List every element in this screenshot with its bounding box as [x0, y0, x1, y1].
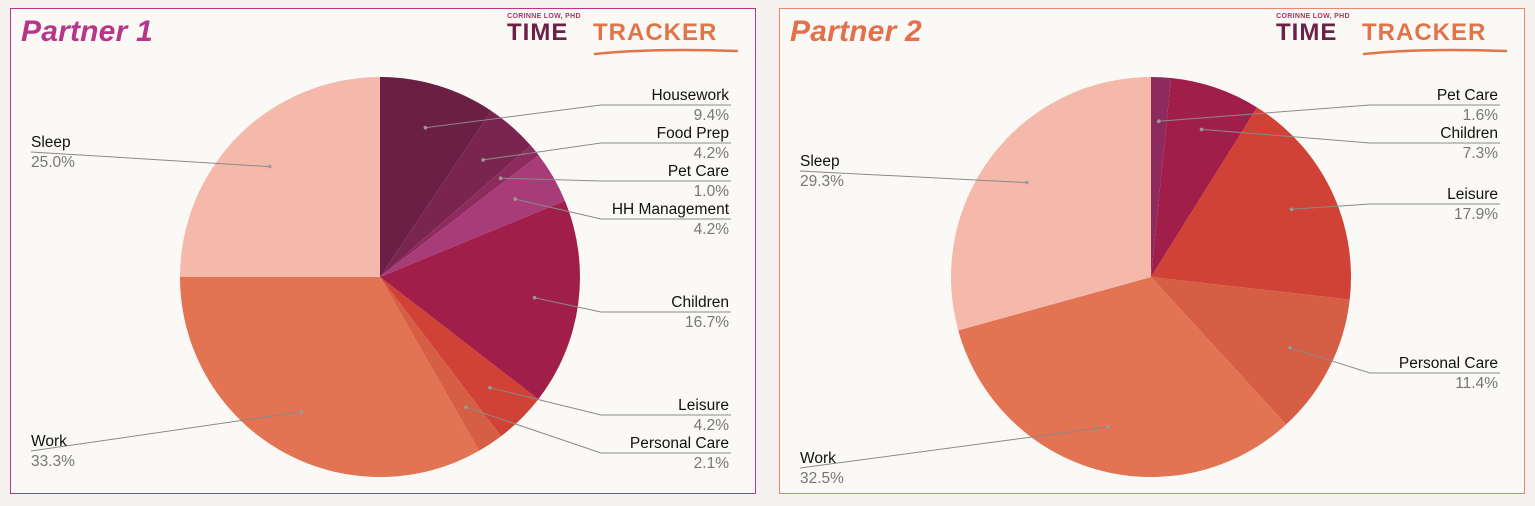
slice-percent-children: 16.7% — [685, 314, 729, 331]
leader-line-leisure — [489, 387, 731, 416]
pie-slice-hh-management — [380, 155, 565, 277]
pie-slice-pet-care — [1151, 77, 1172, 277]
logo-time-word: TIME — [507, 19, 569, 46]
pie-slices — [951, 77, 1351, 477]
pie-slice-sleep — [180, 77, 380, 277]
time-tracker-logo: CORINNE LOW, PHD TIME TRACKER — [1276, 13, 1508, 57]
leader-dot-food-prep — [481, 158, 485, 162]
slice-label-leisure: Leisure — [678, 397, 729, 414]
partner-2-panel: Partner 2 CORINNE LOW, PHD TIME TRACKER … — [779, 8, 1525, 494]
leader-dot-personal-care — [1288, 346, 1292, 350]
leader-dot-pet-care — [498, 176, 503, 180]
slice-percent-food-prep: 4.2% — [694, 145, 730, 162]
leader-dot-housework — [423, 125, 428, 130]
leader-line-food-prep — [483, 142, 731, 161]
leader-line-sleep — [799, 170, 1027, 184]
leader-line-children — [534, 297, 731, 313]
slice-percent-sleep: 25.0% — [31, 154, 75, 171]
leader-dot-sleep — [268, 164, 272, 169]
slice-label-children: Children — [671, 294, 729, 311]
chart-title: Partner 2 — [790, 15, 922, 48]
leader-dot-children — [532, 295, 537, 300]
slice-label-pet-care: Pet Care — [1437, 87, 1498, 104]
slice-percent-sleep: 29.3% — [800, 173, 844, 190]
pie-slice-housework — [380, 77, 492, 277]
leader-dot-work — [299, 410, 304, 414]
pie-slice-personal-care — [1151, 277, 1350, 425]
slice-percent-work: 33.3% — [31, 453, 75, 470]
slice-percent-hh-management: 4.2% — [694, 221, 730, 238]
leader-line-housework — [425, 104, 731, 129]
pie-slice-children — [1151, 78, 1258, 277]
partner-1-panel: Partner 1 CORINNE LOW, PHD TIME TRACKER … — [10, 8, 756, 494]
pie-slice-work — [179, 276, 480, 478]
leader-line-personal-care — [465, 406, 731, 454]
pie-slices — [179, 77, 581, 478]
time-tracker-logo: CORINNE LOW, PHD TIME TRACKER — [507, 13, 739, 57]
leader-dot-hh-management — [513, 197, 517, 201]
slice-label-leisure: Leisure — [1447, 186, 1498, 203]
leader-line-personal-care — [1289, 347, 1500, 374]
logo-author: CORINNE LOW, PHD — [1276, 13, 1350, 20]
slice-label-sleep: Sleep — [31, 134, 71, 151]
chart-title: Partner 1 — [21, 15, 153, 48]
leader-line-children — [1201, 128, 1500, 144]
slice-label-personal-care: Personal Care — [1399, 355, 1498, 372]
slice-percent-children: 7.3% — [1463, 145, 1499, 162]
slice-label-work: Work — [31, 433, 67, 450]
leader-line-work — [799, 426, 1108, 469]
leader-dot-sleep — [1025, 180, 1029, 185]
leader-dot-children — [1199, 127, 1204, 132]
logo-tracker-word: TRACKER — [1362, 19, 1487, 46]
pie-slice-leisure — [380, 277, 539, 437]
logo-tracker-word: TRACKER — [593, 19, 718, 46]
logo-underline-swoosh — [1362, 48, 1508, 56]
pie-labels: Pet Care 1.6%Children 7.3% Leisure 17.9% Pers… — [799, 87, 1500, 487]
slice-label-hh-management: HH Management — [612, 201, 730, 218]
pie-slice-sleep — [951, 77, 1151, 331]
slice-percent-personal-care: 11.4% — [1455, 375, 1498, 392]
pie-slice-leisure — [1151, 107, 1351, 300]
slice-percent-personal-care: 2.1% — [694, 455, 730, 472]
slice-percent-leisure: 17.9% — [1454, 206, 1498, 223]
leader-dot-pet-care — [1157, 119, 1161, 123]
pie-chart: Pet Care 1.6%Children 7.3% Leisure 17.9% Pers… — [799, 77, 1500, 487]
slice-percent-work: 32.5% — [800, 470, 844, 487]
slice-label-food-prep: Food Prep — [657, 125, 729, 142]
pie-slice-personal-care — [380, 277, 501, 451]
slice-label-personal-care: Personal Care — [630, 435, 729, 452]
slice-label-children: Children — [1440, 125, 1498, 142]
slice-percent-pet-care: 1.6% — [1463, 107, 1499, 124]
logo-underline-swoosh — [593, 48, 739, 56]
leader-line-pet-care — [1158, 104, 1500, 122]
slice-percent-leisure: 4.2% — [694, 417, 730, 434]
leader-line-sleep — [30, 151, 270, 168]
pie-slice-food-prep — [380, 110, 531, 277]
pie-slice-children — [380, 200, 581, 400]
leader-line-leisure — [1291, 203, 1500, 210]
slice-label-housework: Housework — [651, 87, 729, 104]
slice-percent-pet-care: 1.0% — [694, 183, 730, 200]
leader-line-pet-care — [500, 177, 731, 182]
leader-line-work — [30, 411, 302, 452]
slice-label-pet-care: Pet Care — [668, 163, 729, 180]
leader-dot-leisure — [1289, 207, 1294, 212]
leader-dot-personal-care — [464, 405, 468, 410]
logo-author: CORINNE LOW, PHD — [507, 13, 581, 20]
pie-slice-work — [958, 277, 1287, 477]
leader-dot-leisure — [488, 385, 492, 390]
slice-label-sleep: Sleep — [800, 153, 840, 170]
slice-percent-housework: 9.4% — [694, 107, 730, 124]
leader-line-hh-management — [515, 198, 731, 220]
slice-label-work: Work — [800, 450, 836, 467]
leader-dot-work — [1106, 425, 1110, 429]
logo-time-word: TIME — [1276, 19, 1338, 46]
